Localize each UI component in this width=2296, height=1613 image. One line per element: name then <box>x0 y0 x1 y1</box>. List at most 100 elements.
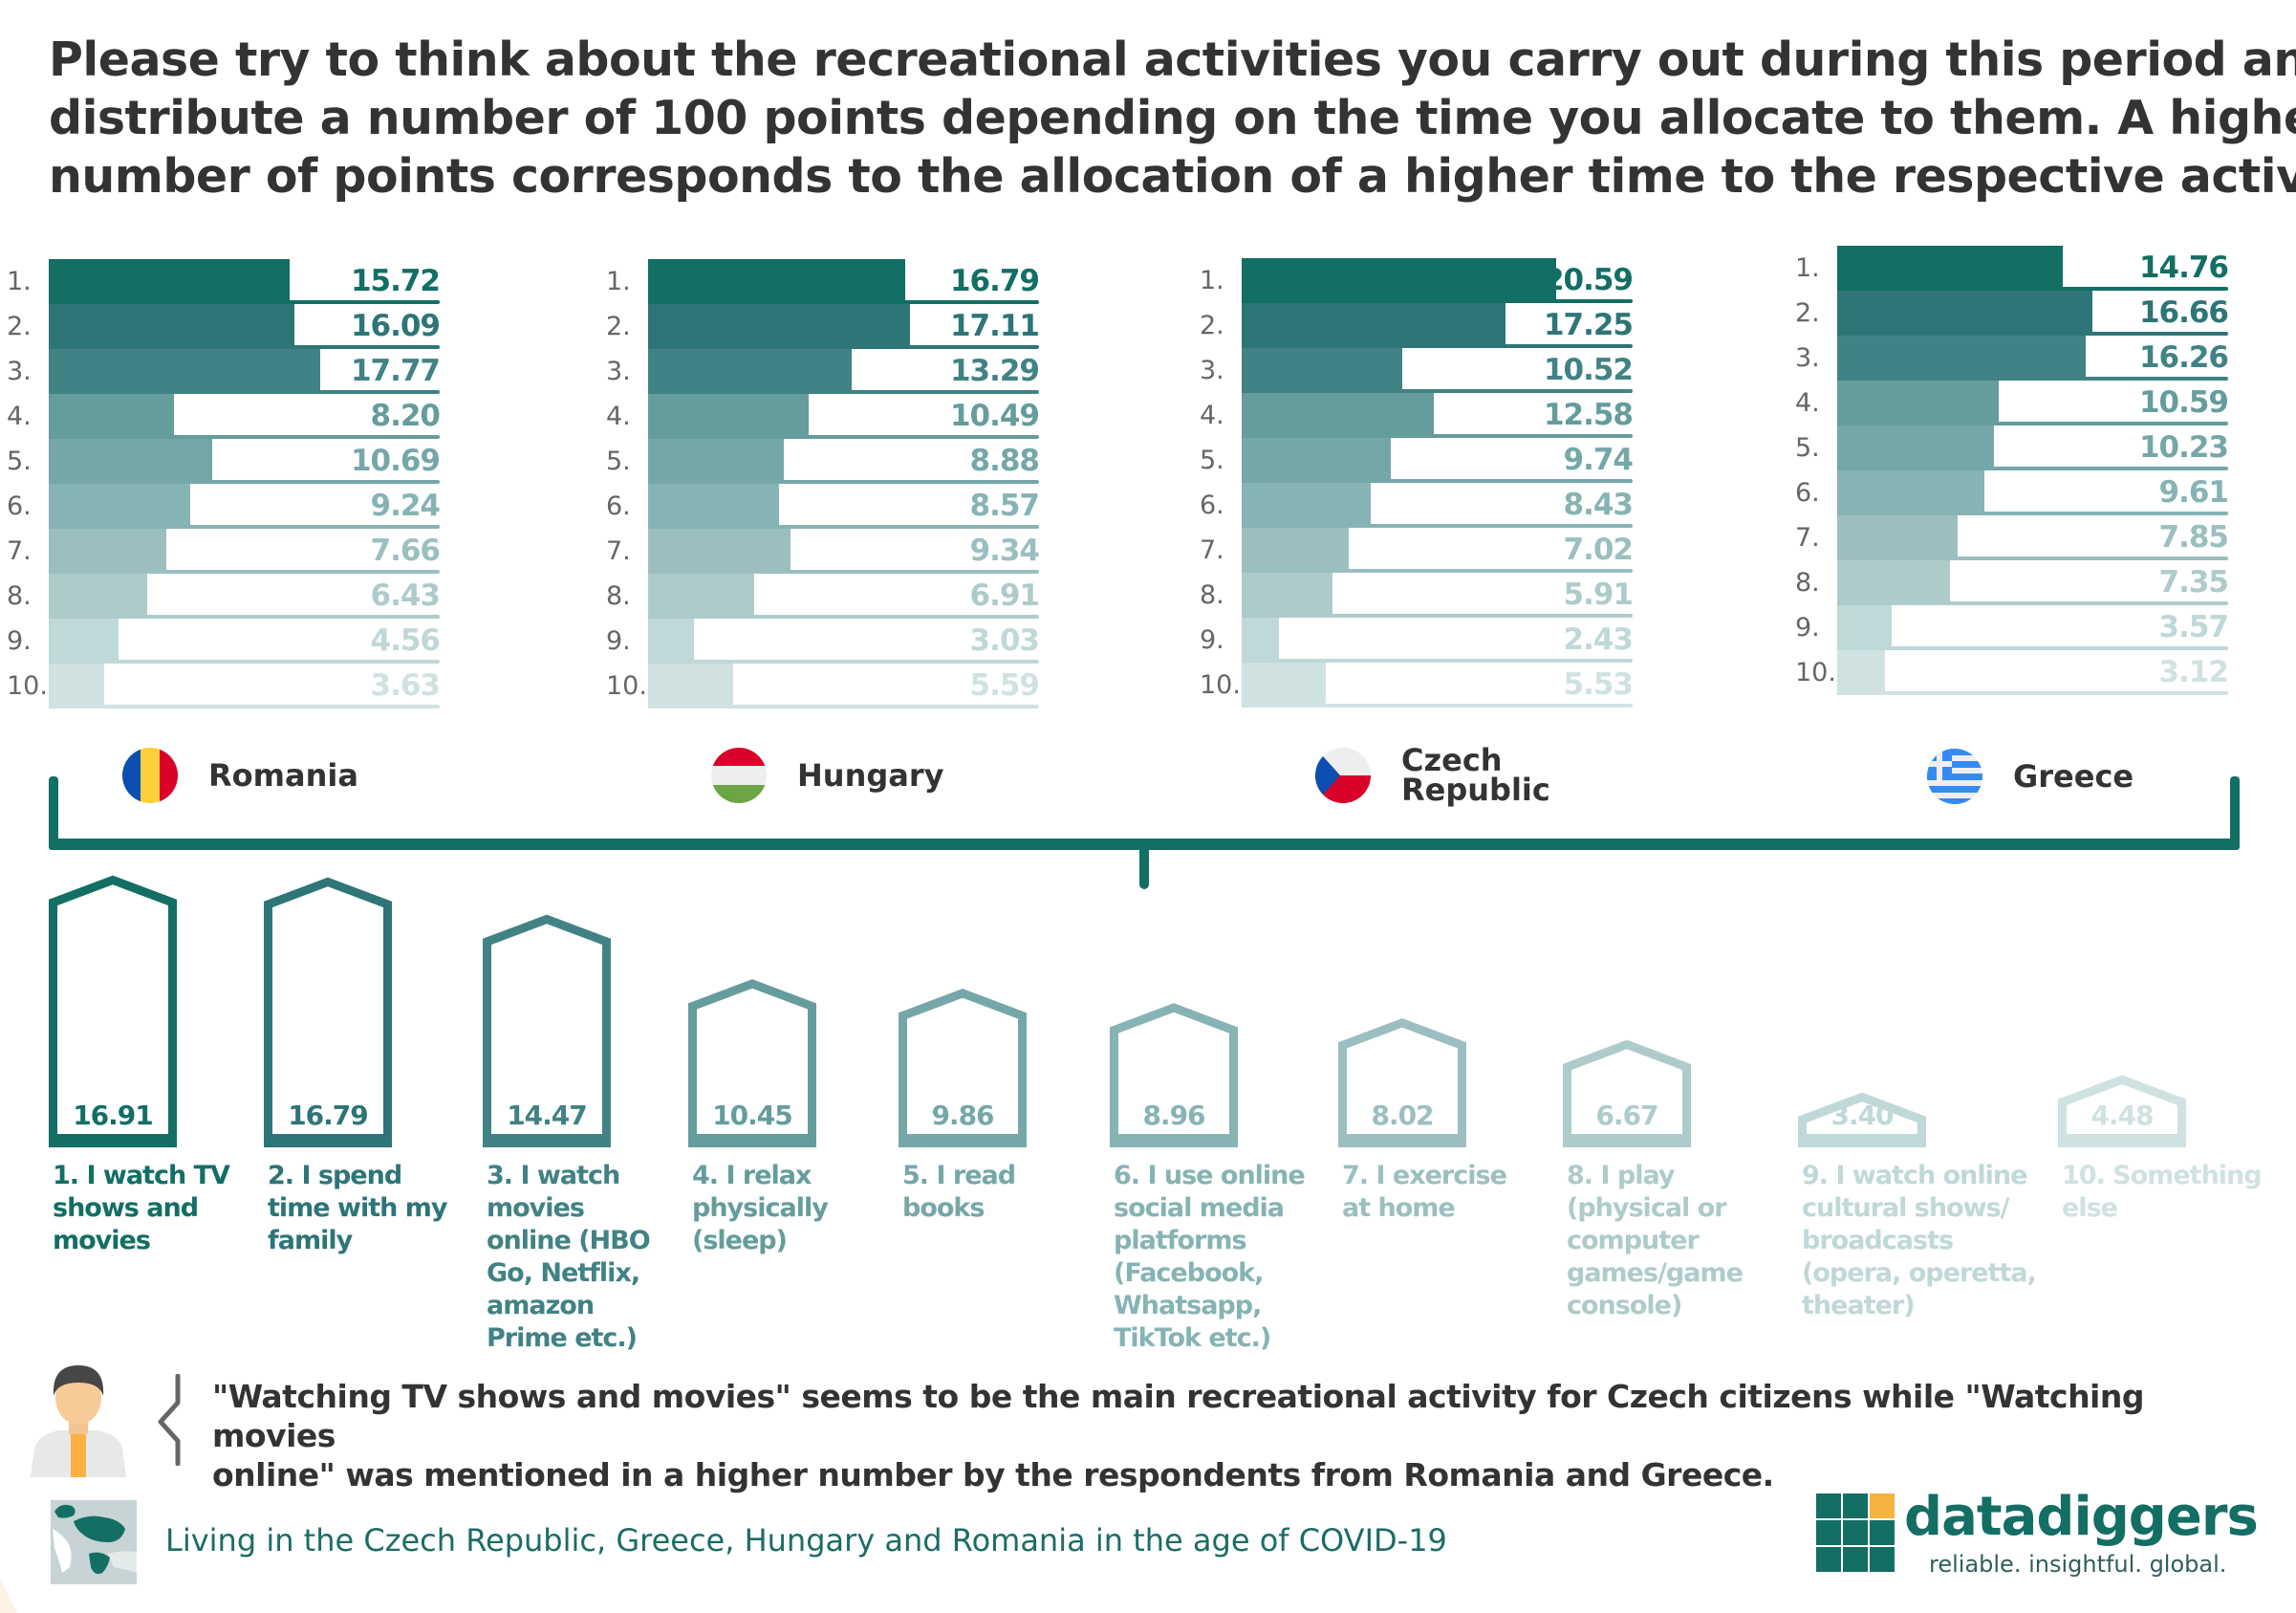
bar-value-label: 10.49 <box>949 399 1040 433</box>
rank-label: 2. <box>1200 311 1224 340</box>
rank-label: 3. <box>7 357 32 386</box>
row-underline <box>49 570 440 574</box>
row-underline <box>1837 556 2228 560</box>
bar-row: 2. 17.11 <box>606 304 1040 349</box>
row-underline <box>49 435 440 439</box>
page-title: Please try to think about the recreation… <box>49 31 2296 206</box>
row-underline <box>1837 422 2228 425</box>
house-value-label: 10.45 <box>712 1100 793 1131</box>
bar-row: 8. 6.91 <box>606 574 1040 619</box>
bar-row: 2. 16.66 <box>1795 291 2229 336</box>
datadiggers-logo: datadiggers reliable. insightful. global… <box>1816 1486 2259 1589</box>
rank-label: 5. <box>1795 433 1820 463</box>
country-name: Greece <box>2013 757 2134 795</box>
bar-row: 4. 10.59 <box>1795 381 2229 425</box>
rank-label: 1. <box>1795 253 1820 283</box>
bar-row: 2. 16.09 <box>7 304 441 349</box>
bar <box>49 304 295 349</box>
bar <box>648 304 910 349</box>
bar <box>1837 381 2000 425</box>
bar-row: 5. 10.23 <box>1795 425 2229 470</box>
logo-tagline: reliable. insightful. global. <box>1929 1551 2227 1578</box>
bar-row: 3. 17.77 <box>7 349 441 394</box>
row-underline <box>1837 646 2228 650</box>
activity-label-line: cultural shows/ <box>1802 1193 2010 1223</box>
country-label-hungary: Hungary <box>711 748 943 803</box>
rank-label: 10. <box>606 671 647 701</box>
bar-row: 3. 10.52 <box>1200 348 1634 393</box>
quote-line-2: online" was mentioned in a higher number… <box>212 1456 1774 1493</box>
activity-label-line: Whatsapp, <box>1114 1291 1262 1320</box>
bar <box>1837 336 2087 381</box>
quote-brace-icon <box>158 1374 181 1466</box>
bar-value-label: 15.72 <box>350 264 441 298</box>
bar-value-label: 9.24 <box>370 489 441 523</box>
bar-row: 5. 10.69 <box>7 439 441 484</box>
bar-row: 10. 5.59 <box>606 664 1040 708</box>
activity-label-line: else <box>2062 1193 2118 1223</box>
czech-flag-icon <box>1315 748 1371 803</box>
activity-label-line: console) <box>1567 1291 1682 1320</box>
country-label-czech: Czech Republic <box>1315 745 1550 805</box>
bar <box>648 349 852 394</box>
bar-value-label: 7.85 <box>2158 520 2229 555</box>
bar <box>1837 470 1984 515</box>
country-name: Romania <box>208 756 358 794</box>
house-value-label: 4.48 <box>2090 1100 2154 1131</box>
bar-value-label: 16.79 <box>949 264 1040 298</box>
activity-label-line: 8. I play <box>1567 1161 1675 1190</box>
rank-label: 10. <box>7 671 48 701</box>
bar <box>648 439 785 484</box>
bar <box>648 529 791 574</box>
rank-label: 10. <box>1200 670 1241 700</box>
activity-label-line: 3. I watch <box>487 1161 620 1190</box>
bar <box>49 529 166 574</box>
bar <box>1837 560 1950 605</box>
activity-label-line: 6. I use online <box>1114 1161 1306 1190</box>
activity-label: 4. I relax physically (sleep) <box>692 1160 874 1257</box>
bar-value-label: 2.43 <box>1563 622 1634 657</box>
bar-value-label: 3.63 <box>370 668 441 703</box>
rank-label: 7. <box>1200 535 1224 565</box>
bar-row: 8. 6.43 <box>7 574 441 619</box>
title-line-3: number of points corresponds to the allo… <box>49 149 2296 204</box>
house-base <box>2058 1134 2186 1147</box>
rank-label: 3. <box>1795 343 1820 373</box>
bar-row: 9. 2.43 <box>1200 618 1634 663</box>
activity-label-line: computer <box>1567 1226 1700 1255</box>
bar-value-label: 10.69 <box>350 444 441 478</box>
activity-label-line: books <box>902 1193 985 1223</box>
row-underline <box>1242 434 1633 438</box>
bar-value-label: 5.53 <box>1563 667 1634 702</box>
rank-label: 6. <box>1200 490 1224 520</box>
bar-row: 4. 12.58 <box>1200 393 1634 438</box>
bar-value-label: 9.74 <box>1563 443 1634 477</box>
row-underline <box>648 480 1039 484</box>
bar-row: 2. 17.25 <box>1200 303 1634 348</box>
rank-label: 6. <box>1795 478 1820 508</box>
rank-label: 4. <box>1200 401 1224 430</box>
bar-value-label: 8.20 <box>370 399 441 433</box>
activity-label-line: (physical or <box>1567 1193 1727 1223</box>
bar-value-label: 7.66 <box>370 534 441 568</box>
row-underline <box>648 570 1039 574</box>
rank-label: 7. <box>606 536 631 566</box>
bar-value-label: 13.29 <box>949 354 1040 388</box>
row-underline <box>49 660 440 664</box>
bar-row: 1. 20.59 <box>1200 258 1634 303</box>
quote-line-1: "Watching TV shows and movies" seems to … <box>212 1378 2145 1454</box>
bar <box>1837 291 2092 336</box>
house-base <box>899 1134 1027 1147</box>
activity-label-line: physically <box>692 1193 829 1223</box>
bar-value-label: 3.03 <box>969 623 1040 658</box>
bar-value-label: 20.59 <box>1543 263 1634 297</box>
activity-label-line: shows and <box>53 1193 199 1223</box>
bar-value-label: 16.26 <box>2138 340 2229 375</box>
bar-row: 9. 3.03 <box>606 619 1040 664</box>
overall-house-chart <box>49 875 2186 1147</box>
activity-label-line: 10. Something <box>2062 1161 2263 1190</box>
footer-caption: Living in the Czech Republic, Greece, Hu… <box>165 1522 1447 1559</box>
bar <box>648 484 780 529</box>
house-value-label: 8.02 <box>1371 1100 1434 1131</box>
bar-value-label: 8.57 <box>969 489 1040 523</box>
